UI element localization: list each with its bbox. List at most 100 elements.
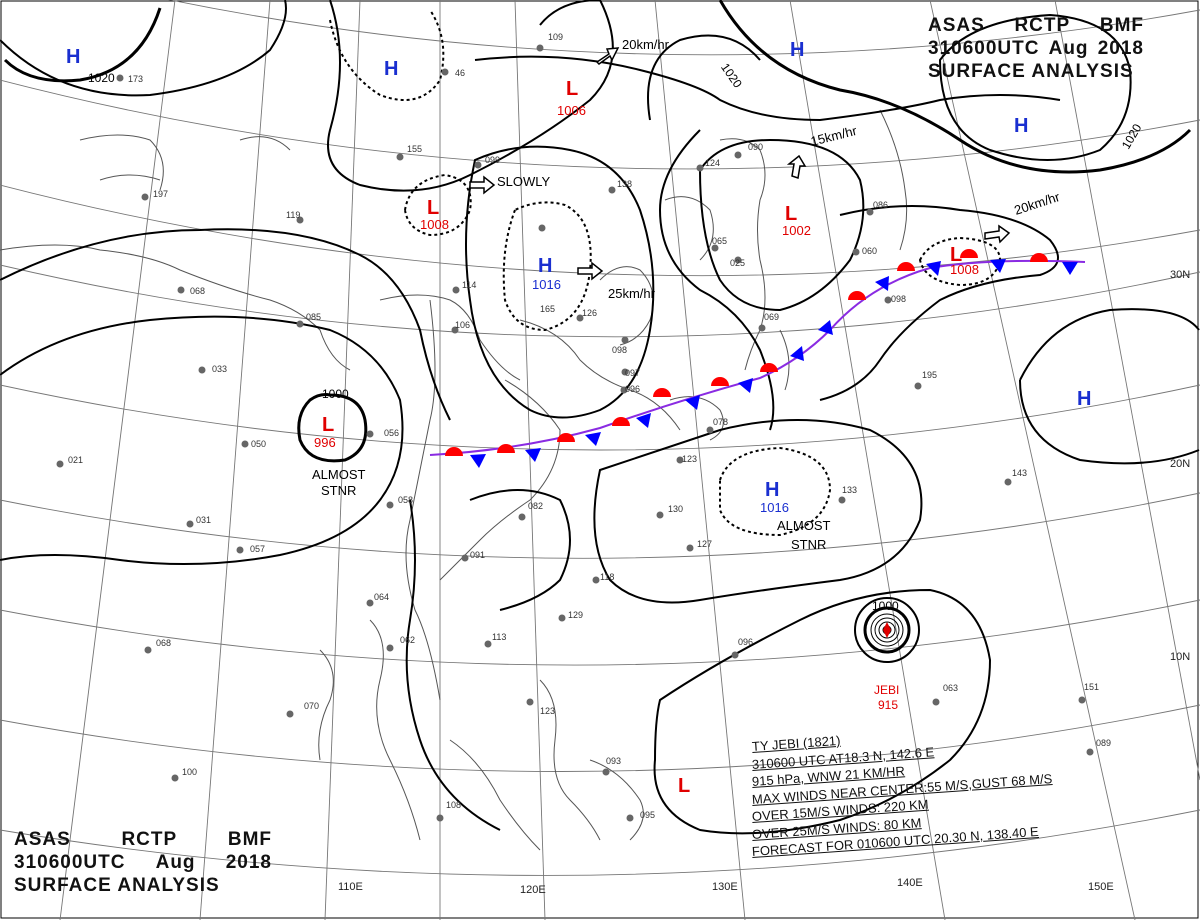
typhoon-info: TY JEBI (1821) 310600 UTC AT18.3 N, 142.… bbox=[751, 733, 1053, 861]
pressure-center-value: 1002 bbox=[782, 223, 811, 238]
isobar-label: 1000 bbox=[322, 387, 349, 401]
isobar bbox=[405, 499, 501, 831]
station-value: 095 bbox=[640, 810, 655, 820]
station-value: 086 bbox=[873, 200, 888, 210]
header-center: RCTP bbox=[1014, 15, 1071, 36]
isobar bbox=[297, 393, 368, 463]
station-value: 129 bbox=[568, 610, 583, 620]
motion-arrows bbox=[469, 47, 1011, 281]
header-agency: ASAS bbox=[928, 15, 985, 36]
isobar bbox=[0, 315, 404, 565]
pressure-center-value: 1016 bbox=[532, 277, 561, 292]
motion-arrow-icon bbox=[469, 175, 496, 195]
isobar bbox=[327, 0, 614, 192]
typhoon-name: JEBI bbox=[874, 683, 899, 697]
header-title: SURFACE ANALYSIS bbox=[14, 875, 220, 896]
pressure-center-letter: L bbox=[427, 197, 439, 219]
station-value: 021 bbox=[68, 455, 83, 465]
station-value: 068 bbox=[156, 638, 171, 648]
isobar bbox=[469, 489, 571, 611]
isobar bbox=[863, 606, 911, 654]
station-value: 025 bbox=[730, 258, 745, 268]
isobar bbox=[474, 55, 1061, 122]
header-agency: ASAS bbox=[14, 829, 71, 850]
station-value: 091 bbox=[470, 550, 485, 560]
station-value: 143 bbox=[1012, 468, 1027, 478]
header-time: 310600UTC bbox=[14, 852, 126, 873]
station-value: 089 bbox=[1096, 738, 1111, 748]
station-value: 123 bbox=[540, 706, 555, 716]
pressure-center-letter: H bbox=[765, 479, 779, 501]
lon-label: 110E bbox=[338, 881, 363, 893]
header-code: BMF bbox=[1099, 15, 1144, 36]
isobar bbox=[718, 0, 1192, 174]
isobar bbox=[3, 7, 162, 83]
pressure-center-value: 1008 bbox=[420, 217, 449, 232]
station-plots: 109 173 46 155 099 197 119 138 124 090 0… bbox=[56, 32, 1111, 822]
isobar bbox=[465, 145, 655, 419]
station-value: 118 bbox=[600, 572, 614, 582]
motion-label: 25km/hr bbox=[608, 286, 656, 301]
motion-arrow-icon bbox=[577, 261, 604, 281]
stationary-front bbox=[429, 249, 1086, 468]
header-top-right: ASAS RCTP BMF 310600UTC Aug 2018 SURFACE… bbox=[928, 14, 1144, 83]
cold-front-triangles bbox=[470, 259, 1078, 468]
station-value: 033 bbox=[212, 364, 227, 374]
station-value: 098 bbox=[612, 345, 627, 355]
station-value: 060 bbox=[862, 246, 877, 256]
station-value: 173 bbox=[128, 74, 143, 84]
station-value: 065 bbox=[712, 236, 727, 246]
lon-label: 150E bbox=[1088, 881, 1114, 893]
header-year: 2018 bbox=[225, 852, 272, 873]
isobar bbox=[938, 13, 1132, 161]
station-value: 123 bbox=[682, 454, 697, 464]
lon-label: 140E bbox=[897, 877, 923, 889]
station-value: 127 bbox=[697, 539, 712, 549]
station-value: 151 bbox=[1084, 682, 1099, 692]
isobar-label: 1020 bbox=[88, 71, 115, 85]
station-value: 114 bbox=[462, 280, 476, 290]
isobar bbox=[0, 0, 287, 97]
station-value: 070 bbox=[304, 701, 319, 711]
pressure-center-letter: L bbox=[950, 244, 962, 266]
pressure-center-letter: L bbox=[678, 775, 690, 797]
station-value: 057 bbox=[250, 544, 265, 554]
stationary-notes: ALMOST STNR ALMOST STNR bbox=[312, 467, 831, 552]
motion-arrow-icon bbox=[595, 47, 620, 65]
station-value: 106 bbox=[455, 320, 470, 330]
isobar bbox=[593, 419, 923, 604]
pressure-center-letter: L bbox=[322, 414, 334, 436]
station-value: 085 bbox=[306, 312, 321, 322]
station-value: 46 bbox=[455, 68, 465, 78]
station-value: 078 bbox=[713, 417, 728, 427]
station-value: 113 bbox=[492, 632, 506, 642]
pressure-center-letter: H bbox=[1014, 115, 1028, 137]
header-month: Aug bbox=[155, 852, 196, 873]
station-value: 133 bbox=[842, 485, 857, 495]
header-center: RCTP bbox=[121, 829, 178, 850]
stationary-note: STNR bbox=[321, 483, 356, 498]
isobar bbox=[0, 228, 451, 421]
station-value: 062 bbox=[400, 635, 415, 645]
lat-label: 30N bbox=[1170, 269, 1190, 281]
station-value: 155 bbox=[407, 144, 422, 154]
pressure-center-letter: H bbox=[384, 58, 398, 80]
warm-front-bumps bbox=[445, 249, 1048, 456]
station-value: 069 bbox=[764, 312, 779, 322]
station-value: 096 bbox=[738, 637, 753, 647]
pressure-center-value: 1006 bbox=[557, 103, 586, 118]
pressure-center-value: 996 bbox=[314, 435, 336, 450]
motion-label: SLOWLY bbox=[497, 174, 551, 189]
stationary-note: ALMOST bbox=[777, 518, 831, 533]
station-value: 098 bbox=[891, 294, 906, 304]
header-code: BMF bbox=[227, 829, 272, 850]
isobar bbox=[698, 138, 865, 312]
isobars bbox=[0, 0, 1200, 835]
station-value: 099 bbox=[485, 155, 500, 165]
pressure-center-letter: L bbox=[785, 203, 797, 225]
isobar-label: 1000 bbox=[872, 599, 899, 613]
header-month: Aug bbox=[1048, 38, 1089, 59]
pressure-center-letter: L bbox=[566, 78, 578, 100]
station-value: 064 bbox=[374, 592, 389, 602]
typhoon-symbol: JEBI 915 bbox=[870, 613, 904, 712]
